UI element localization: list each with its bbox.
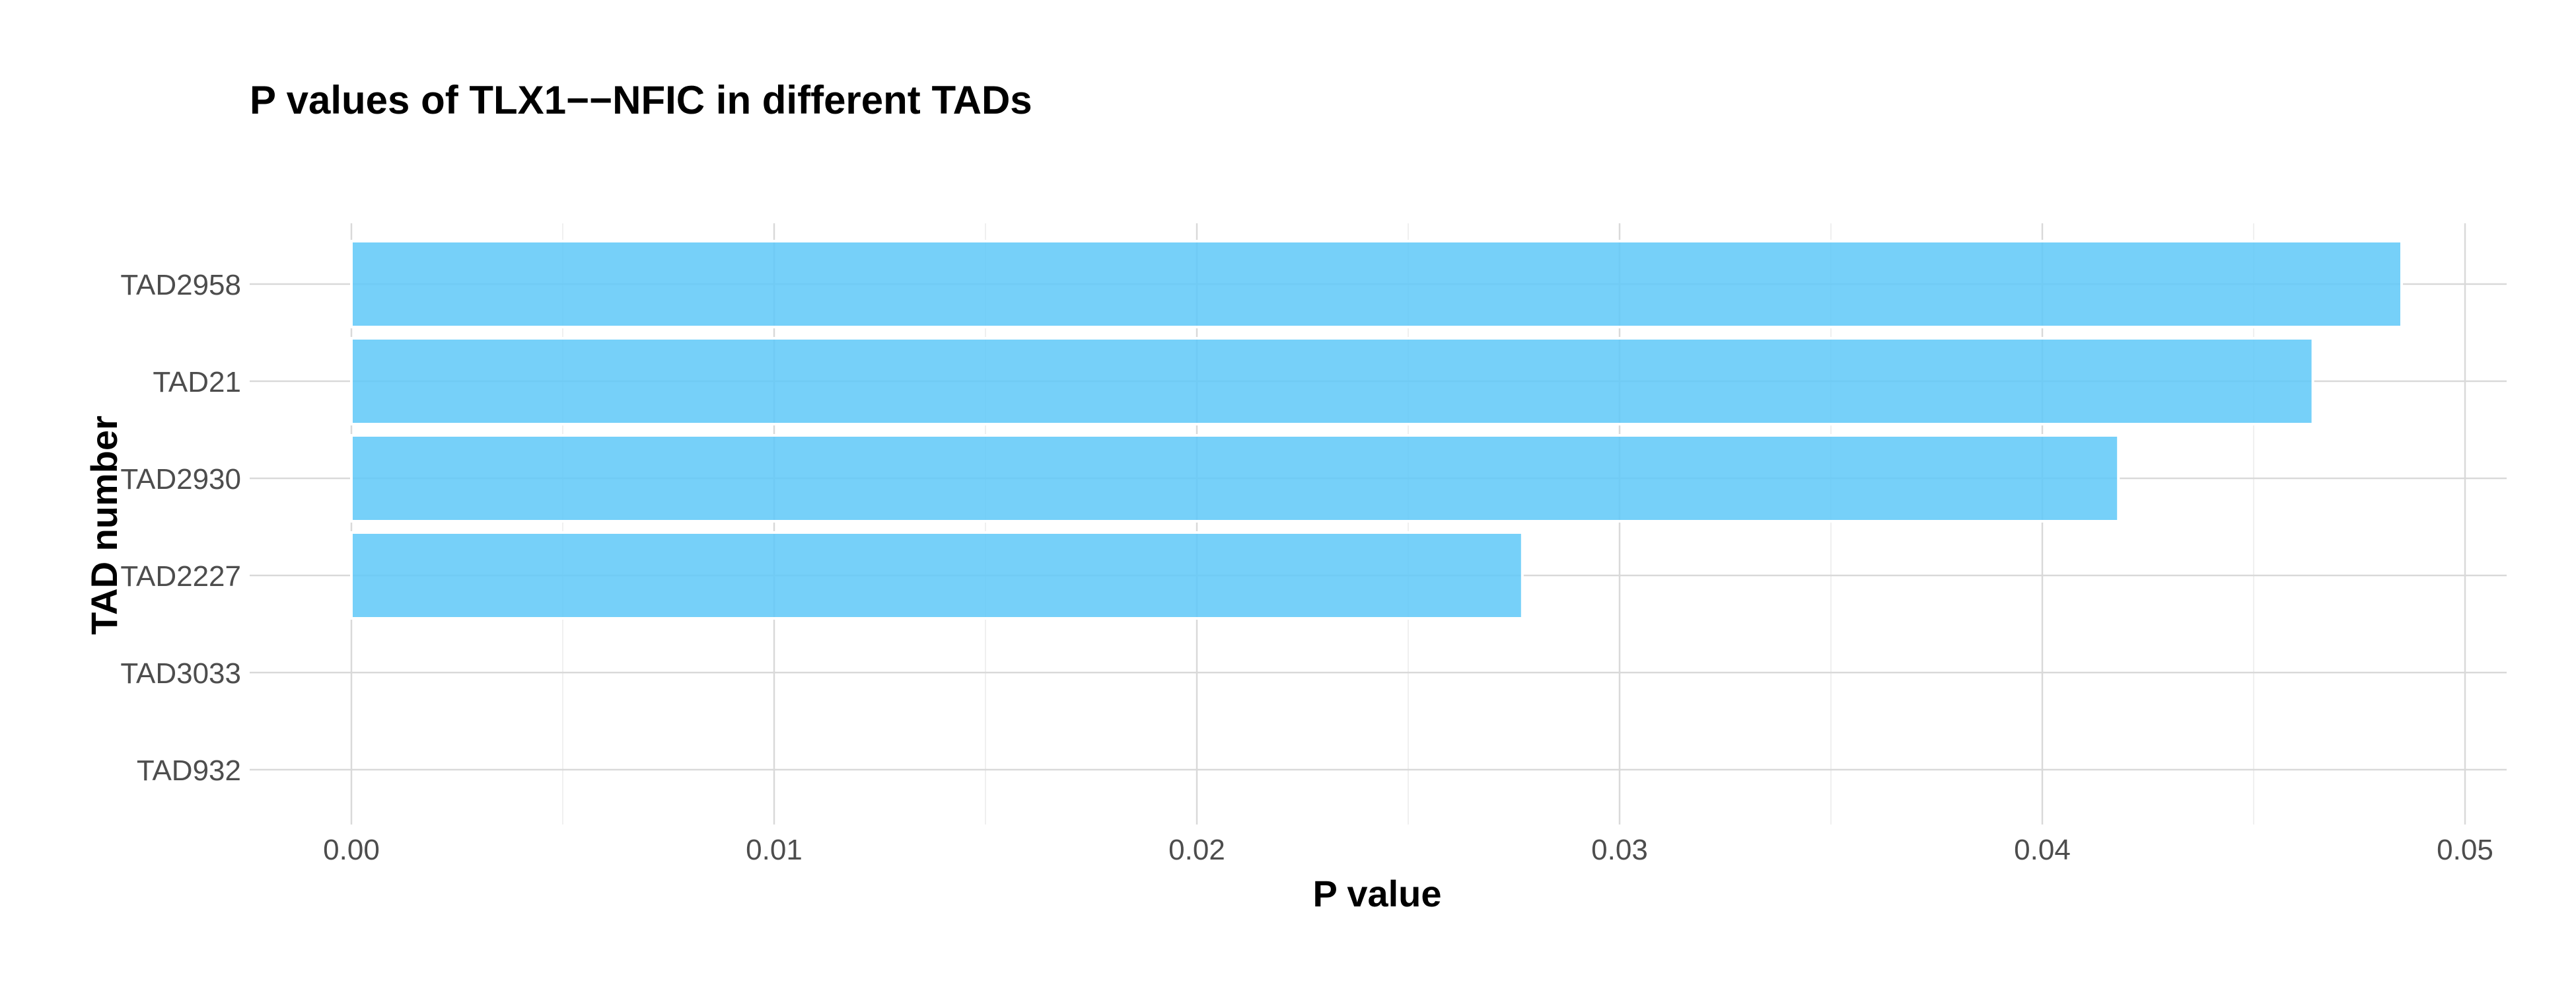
x-tick-label: 0.02 — [1168, 834, 1225, 866]
bar-tad2227 — [350, 531, 1524, 620]
x-tick-label: 0.05 — [2437, 834, 2493, 866]
y-axis-tick-labels: TAD2958 TAD21 TAD2930 TAD2227 TAD3033 TAD932 — [120, 269, 241, 787]
bars — [350, 240, 2403, 620]
bar-tad21 — [350, 337, 2314, 425]
y-tick-label: TAD932 — [137, 754, 241, 787]
y-axis-title: TAD number — [83, 416, 125, 635]
x-tick-label: 0.01 — [746, 834, 803, 866]
y-tick-label: TAD2958 — [120, 269, 241, 301]
y-tick-label: TAD2930 — [120, 463, 241, 495]
x-tick-label: 0.04 — [2014, 834, 2071, 866]
x-axis-tick-labels: 0.00 0.01 0.02 0.03 0.04 0.05 — [323, 834, 2493, 866]
y-tick-label: TAD21 — [153, 366, 241, 398]
y-tick-label: TAD3033 — [120, 657, 241, 690]
y-tick-label: TAD2227 — [120, 560, 241, 593]
x-axis-title: P value — [1312, 873, 1441, 914]
bar-tad2958 — [350, 240, 2403, 328]
x-tick-label: 0.00 — [323, 834, 380, 866]
x-tick-label: 0.03 — [1591, 834, 1648, 866]
bar-tad2930 — [350, 434, 2120, 523]
chart-title: P values of TLX1−−NFIC in different TADs — [250, 78, 1032, 122]
